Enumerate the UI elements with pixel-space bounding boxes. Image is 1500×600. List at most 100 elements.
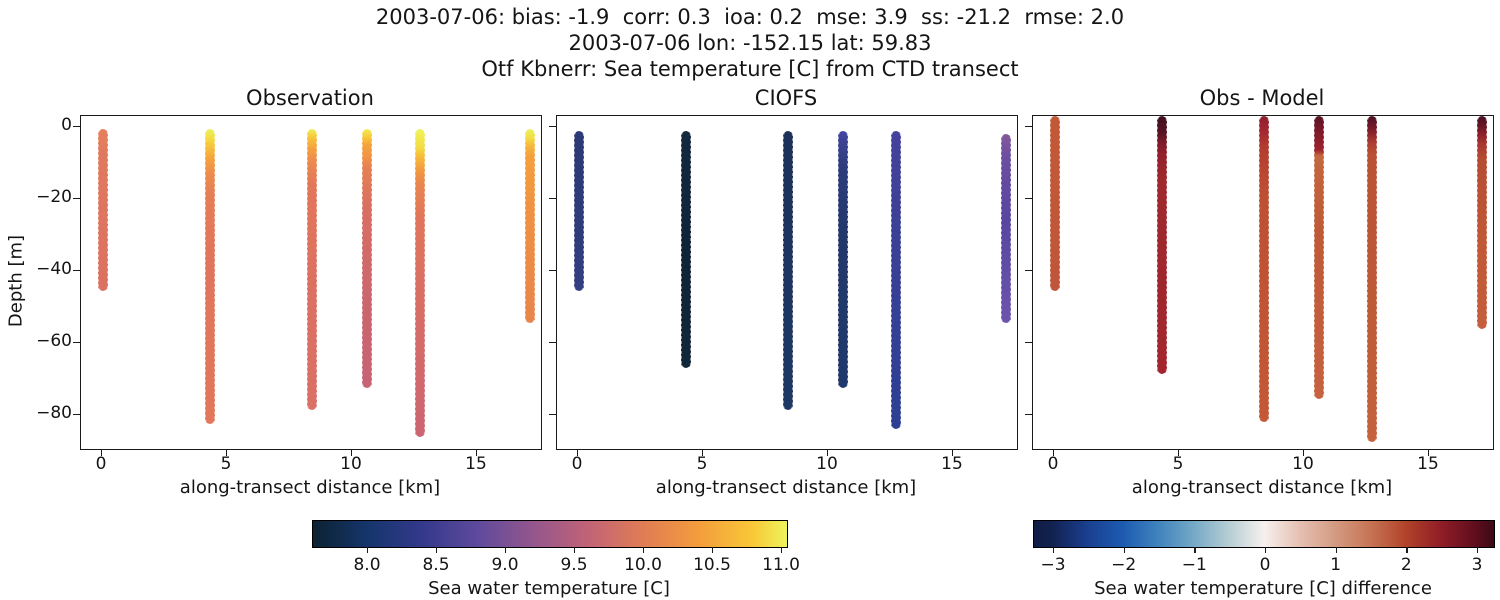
x-tick-mark <box>1303 449 1305 456</box>
panel-title-observation: Observation <box>246 86 374 110</box>
x-tick-mark <box>577 449 579 456</box>
colorbar-tick-label: 2 <box>1400 555 1412 575</box>
colorbar-tick-label: −3 <box>1040 555 1066 575</box>
colorbar-tick-mark <box>1335 547 1338 553</box>
x-tick-label: 15 <box>1417 454 1439 474</box>
colorbar-tick-label: −2 <box>1111 555 1137 575</box>
x-tick-label: 15 <box>941 454 963 474</box>
colorbar-tick-label: 10.5 <box>693 555 731 575</box>
x-tick-label: 10 <box>816 454 838 474</box>
colorbar-tick-label: 3 <box>1471 555 1483 575</box>
profile-column <box>783 130 793 410</box>
colorbar-tick-label: −1 <box>1181 555 1207 575</box>
x-tick-mark <box>702 449 704 456</box>
colorbar-tick-mark <box>505 547 507 553</box>
y-tick-mark <box>549 342 556 344</box>
y-tick-label: −20 <box>36 187 72 207</box>
x-tick-mark <box>226 449 228 456</box>
suptitle-variable: Otf Kbnerr: Sea temperature [C] from CTD… <box>481 57 1019 81</box>
profile-column <box>1476 116 1487 329</box>
profile-column <box>362 128 372 388</box>
x-tick-label: 15 <box>465 454 487 474</box>
x-tick-mark <box>1178 449 1180 456</box>
y-tick-mark <box>73 342 80 344</box>
y-tick-label: −40 <box>36 259 72 279</box>
y-tick-mark <box>549 126 556 128</box>
panel-title-ciofs: CIOFS <box>754 86 818 110</box>
x-tick-label: 0 <box>571 454 583 474</box>
profile-column <box>204 128 215 424</box>
y-tick-mark <box>1025 270 1032 272</box>
colorbar-tick-mark <box>1406 547 1408 553</box>
y-tick-mark <box>1025 414 1032 416</box>
x-tick-label: 5 <box>220 454 232 474</box>
colorbar-tick-label: 10.0 <box>624 555 662 575</box>
colorbar-tick-label: 8.0 <box>353 555 381 575</box>
profile-column <box>680 130 691 369</box>
x-tick-label: 10 <box>340 454 362 474</box>
colorbar-tick-label: 9.0 <box>491 555 519 575</box>
x-tick-mark <box>952 449 954 456</box>
panel-obs-model <box>1032 115 1494 450</box>
y-tick-label: 0 <box>61 115 72 135</box>
y-tick-mark <box>73 414 80 416</box>
profile-column <box>1314 116 1324 399</box>
x-tick-mark <box>1053 449 1055 456</box>
colorbar-tick-label: 8.5 <box>422 555 450 575</box>
colorbar-tick-mark <box>1194 547 1196 553</box>
x-tick-label: 10 <box>1292 454 1314 474</box>
profile-column <box>414 128 425 437</box>
x-tick-label: 0 <box>1047 454 1059 474</box>
profile-column <box>307 128 317 410</box>
colorbar-tick-mark <box>1053 547 1055 553</box>
colorbar-tick-mark <box>712 547 714 553</box>
panel-title-obs-model: Obs - Model <box>1199 86 1325 110</box>
x-tick-mark <box>827 449 829 456</box>
profile-column <box>890 130 901 430</box>
colorbar-tick-mark <box>1123 547 1126 553</box>
x-tick-mark <box>101 449 103 456</box>
y-tick-mark <box>1025 126 1032 128</box>
colorbar-difference <box>1033 520 1495 548</box>
colorbar-tick-label: 1 <box>1330 555 1342 575</box>
colorbar-temperature <box>312 520 788 548</box>
colorbar-tick-mark <box>1265 547 1267 553</box>
colorbar-tick-mark <box>781 547 783 553</box>
x-axis-label: along-transect distance [km] <box>1131 477 1393 498</box>
colorbar-temperature-label: Sea water temperature [C] <box>428 578 670 599</box>
profile-column <box>1050 116 1061 291</box>
x-tick-mark <box>351 449 353 456</box>
colorbar-tick-label: 0 <box>1259 555 1271 575</box>
colorbar-difference-label: Sea water temperature [C] difference <box>1094 578 1432 599</box>
x-tick-mark <box>476 449 478 456</box>
profile-column <box>524 128 535 324</box>
profile-column <box>1259 116 1269 423</box>
panel-ciofs <box>556 115 1018 450</box>
y-tick-mark <box>549 198 556 200</box>
x-tick-label: 0 <box>95 454 107 474</box>
y-tick-mark <box>73 126 80 128</box>
profile-column <box>1366 116 1377 442</box>
y-tick-mark <box>1025 342 1032 344</box>
suptitle-location: 2003-07-06 lon: -152.15 lat: 59.83 <box>568 31 932 55</box>
colorbar-tick-mark <box>367 547 369 553</box>
profile-column <box>838 130 848 388</box>
y-tick-mark <box>73 198 80 200</box>
colorbar-tick-label: 9.5 <box>560 555 588 575</box>
profile-column <box>1156 116 1167 374</box>
y-axis-label: Depth [m] <box>5 234 27 328</box>
colorbar-tick-label: 11.0 <box>762 555 800 575</box>
y-tick-mark <box>73 270 80 272</box>
profile-column <box>574 130 585 291</box>
profile-column <box>98 128 109 291</box>
y-tick-mark <box>549 414 556 416</box>
y-tick-label: −80 <box>36 403 72 423</box>
suptitle-stats: 2003-07-06: bias: -1.9 corr: 0.3 ioa: 0.… <box>375 5 1125 29</box>
colorbar-tick-mark <box>643 547 645 553</box>
x-axis-label: along-transect distance [km] <box>179 477 441 498</box>
x-tick-label: 5 <box>696 454 708 474</box>
colorbar-tick-mark <box>574 547 576 553</box>
x-tick-label: 5 <box>1172 454 1184 474</box>
profile-column <box>1000 134 1011 324</box>
